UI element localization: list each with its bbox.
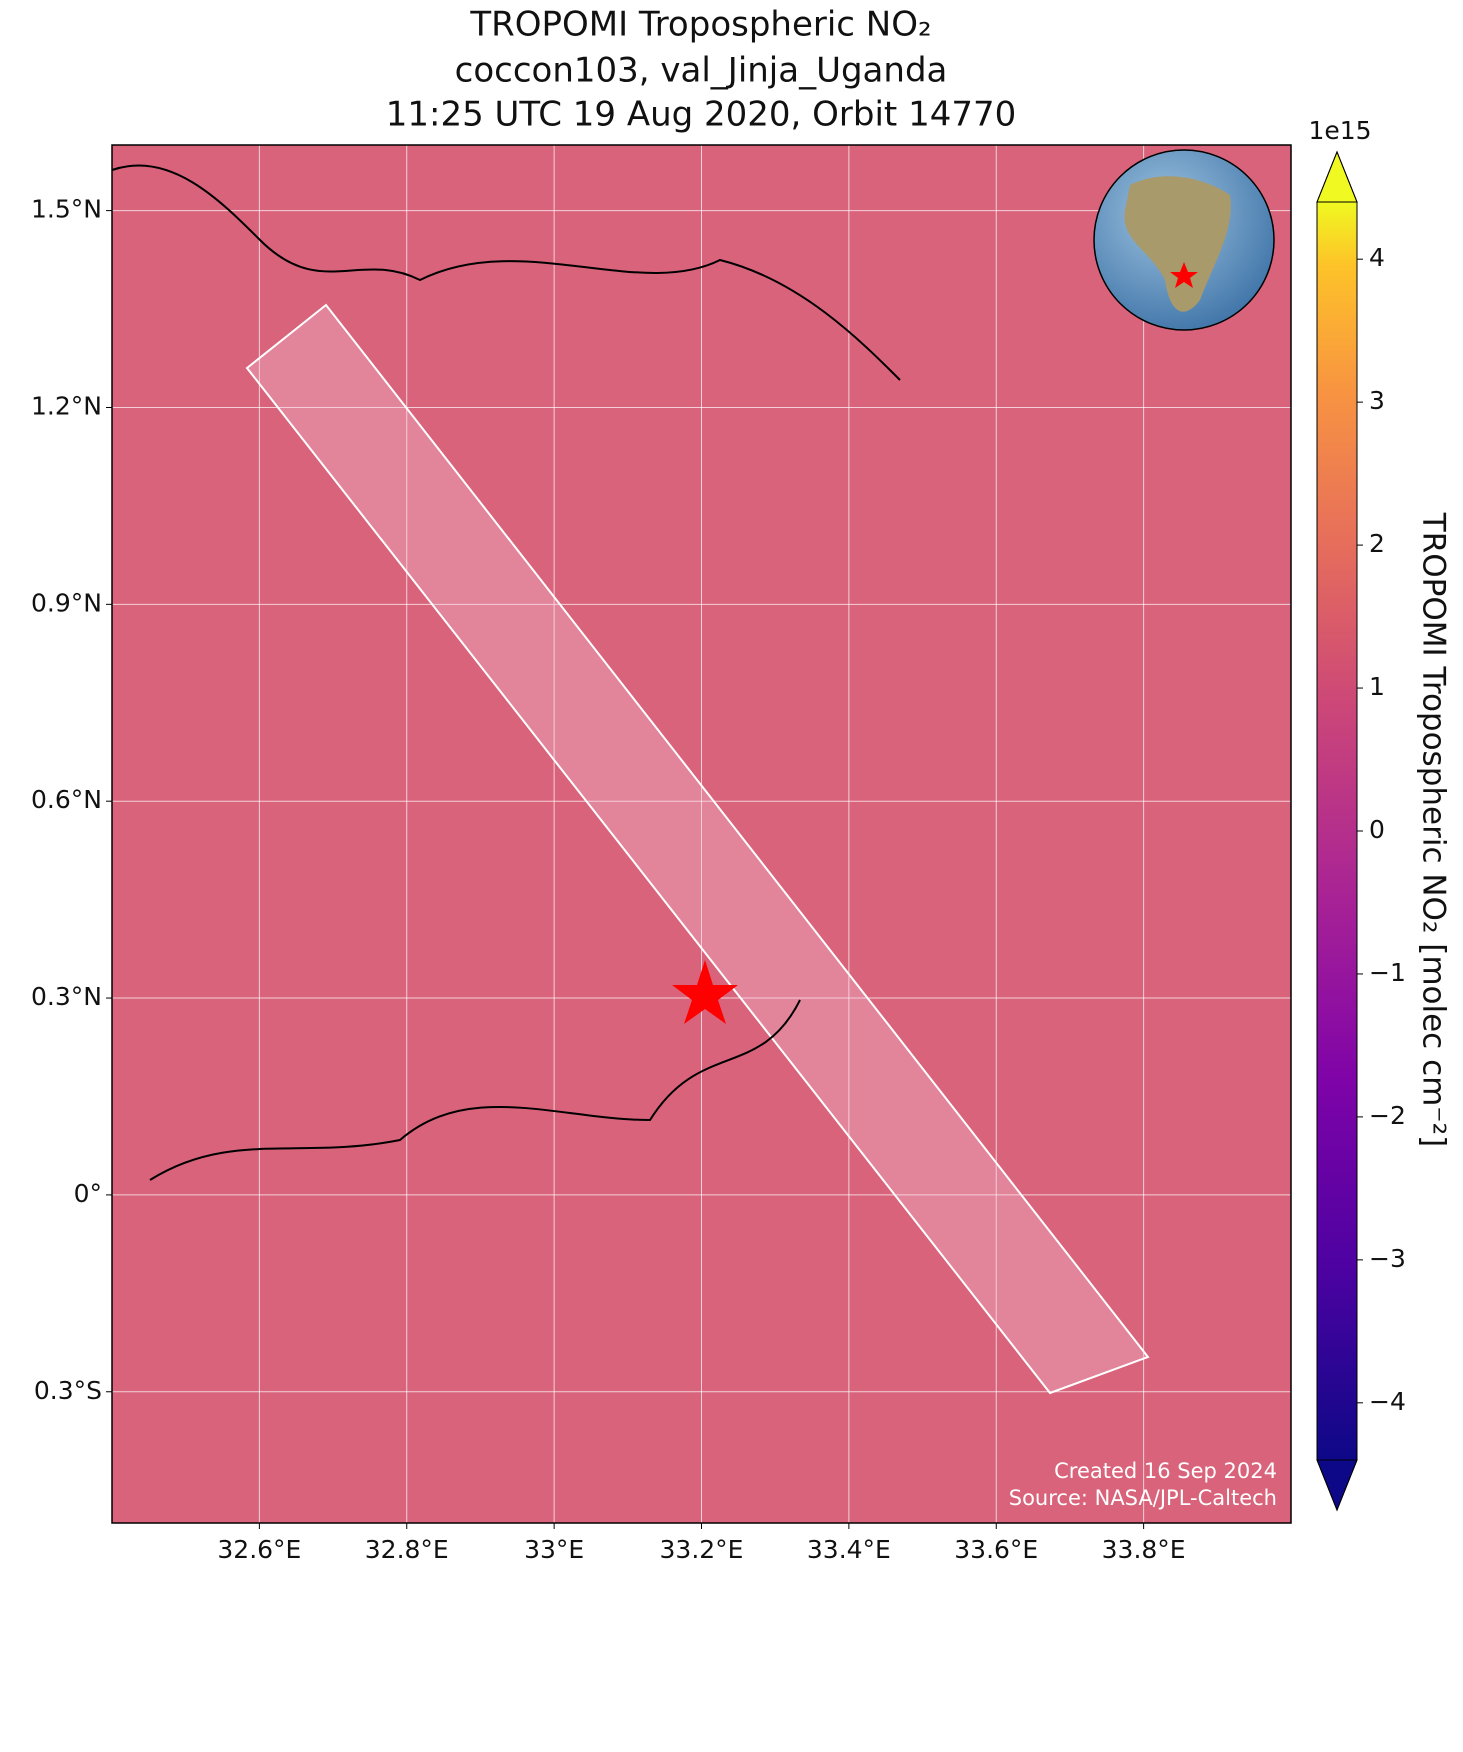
x-tick-label: 32.6°E <box>217 1535 301 1564</box>
colorbar-tick-label: 1 <box>1369 672 1385 701</box>
coastline <box>111 164 901 1181</box>
colorbar-tick-label: 0 <box>1369 815 1385 844</box>
y-tick-label: 0.9°N <box>31 588 102 617</box>
colorbar <box>1317 202 1357 1460</box>
colorbar-tick-label: −3 <box>1369 1244 1406 1273</box>
colorbar-tick-label: 3 <box>1369 386 1385 415</box>
y-tick-label: 0.6°N <box>31 785 102 814</box>
continent <box>1124 176 1231 312</box>
y-tick-label: 0.3°N <box>31 982 102 1011</box>
colorbar-tick-label: 2 <box>1369 529 1385 558</box>
site-marker <box>672 960 738 1024</box>
title-line: 11:25 UTC 19 Aug 2020, Orbit 14770 <box>386 95 1016 135</box>
title-line: coccon103, val_Jinja_Uganda <box>455 51 948 91</box>
x-tick-label: 33.6°E <box>954 1535 1038 1564</box>
title-line: TROPOMI Tropospheric NO₂ <box>469 5 931 45</box>
x-tick-label: 33.8°E <box>1102 1535 1186 1564</box>
y-tick-label: 1.5°N <box>31 195 102 224</box>
x-tick-label: 32.8°E <box>365 1535 449 1564</box>
colorbar-tick-label: 4 <box>1369 243 1385 272</box>
colorbar-extend-max <box>1316 150 1358 203</box>
x-tick-label: 33.4°E <box>807 1535 891 1564</box>
swath <box>245 303 1150 1395</box>
colorbar-exponent: 1e15 <box>1308 116 1371 145</box>
globe-marker <box>1170 262 1198 288</box>
globe-inset <box>1093 149 1275 331</box>
colorbar-tick-label: −4 <box>1369 1387 1406 1416</box>
title: TROPOMI Tropospheric NO₂ coccon103, val_… <box>386 5 1016 135</box>
x-tick-label: 33.2°E <box>660 1535 744 1564</box>
credit: Created 16 Sep 2024 <box>1054 1459 1277 1483</box>
x-tick-label: 33°E <box>524 1535 584 1564</box>
y-tick-label: 1.2°N <box>31 391 102 420</box>
colorbar-extend-min <box>1316 1459 1358 1512</box>
colorbar-frame <box>1316 150 1358 1512</box>
colorbar-label: TROPOMI Tropospheric NO₂ [molec cm⁻²] <box>1416 512 1452 1147</box>
y-tick-label: 0° <box>74 1179 102 1208</box>
colorbar-tick-label: −1 <box>1369 958 1406 987</box>
credit: Source: NASA/JPL-Caltech <box>1009 1486 1277 1510</box>
y-tick-label: 0.3°S <box>34 1376 102 1405</box>
colorbar-tick-label: −2 <box>1369 1101 1406 1130</box>
